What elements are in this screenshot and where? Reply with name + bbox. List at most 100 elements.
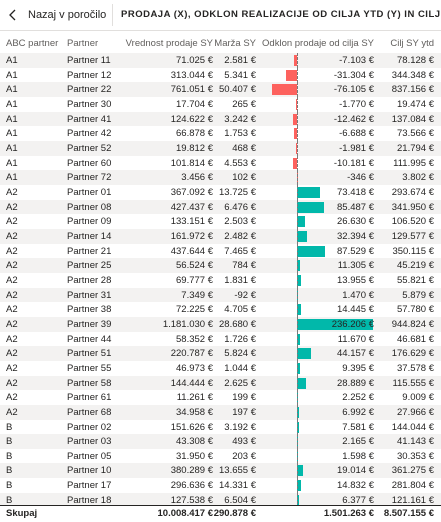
table-cell: 43.308 €	[176, 434, 213, 449]
table-cell: Partner 39	[67, 317, 111, 332]
top-bar: Nazaj v poročilo PRODAJA (X), ODKLON REA…	[0, 0, 441, 31]
table-cell: A2	[6, 361, 18, 376]
table-cell: Partner 21	[67, 244, 111, 259]
table-cell: Partner 72	[67, 170, 111, 185]
table-cell: 380.289 €	[171, 463, 213, 478]
zero-line	[297, 170, 298, 185]
data-bar	[297, 378, 306, 389]
table-cell: A1	[6, 126, 18, 141]
table-cell: 1.726 €	[224, 332, 256, 347]
zero-line	[297, 258, 298, 273]
zero-line	[297, 376, 298, 391]
table-cell: 7.349 €	[181, 288, 213, 303]
table-cell: 14.832 €	[337, 478, 374, 493]
table-cell: 236.206 €	[332, 317, 374, 332]
table-cell: 197 €	[232, 405, 256, 420]
table-cell: 437.644 €	[171, 244, 213, 259]
table-cell: 56.524 €	[176, 258, 213, 273]
zero-line	[297, 332, 298, 347]
table-cell: A2	[6, 200, 18, 215]
table-cell: 5.879 €	[402, 288, 434, 303]
column-header: ABC partner	[6, 36, 58, 52]
table-cell: 31.950 €	[176, 449, 213, 464]
zero-line	[297, 434, 298, 449]
data-bar	[286, 70, 296, 81]
data-bar	[297, 231, 307, 242]
table-cell: 344.348 €	[392, 68, 434, 83]
table-cell: 129.577 €	[392, 229, 434, 244]
zero-line	[297, 141, 298, 156]
table-cell: 73.566 €	[397, 126, 434, 141]
table-cell: -6.688 €	[339, 126, 374, 141]
table-cell: 350.115 €	[392, 244, 434, 259]
table-cell: Partner 42	[67, 126, 111, 141]
back-button[interactable]: Nazaj v poročilo	[6, 4, 106, 26]
separator	[112, 4, 113, 26]
table-cell: 4.553 €	[224, 156, 256, 171]
table-cell: 2.581 €	[224, 53, 256, 68]
table-cell: Partner 25	[67, 258, 111, 273]
table-cell: A1	[6, 97, 18, 112]
table-cell: 7.581 €	[342, 420, 374, 435]
column-header: Cilj SY ytd	[390, 36, 434, 52]
table-cell: Partner 11	[67, 53, 111, 68]
column-header: Marža SY	[214, 36, 256, 52]
table-cell: Partner 09	[67, 214, 111, 229]
data-bar	[272, 84, 297, 95]
table-cell: 46.973 €	[176, 361, 213, 376]
table-cell: 137.084 €	[392, 112, 434, 127]
table-cell: Partner 02	[67, 420, 111, 435]
table-cell: Partner 03	[67, 434, 111, 449]
table-cell: 3.456 €	[181, 170, 213, 185]
table-cell: 3.802 €	[402, 170, 434, 185]
table-cell: A2	[6, 302, 18, 317]
table-cell: Partner 52	[67, 141, 111, 156]
table-cell: 6.377 €	[342, 493, 374, 505]
zero-line	[297, 185, 298, 200]
zero-line	[297, 273, 298, 288]
table-cell: -7.103 €	[339, 53, 374, 68]
table-cell: 367.092 €	[171, 185, 213, 200]
table-cell: 761.051 €	[171, 82, 213, 97]
table-cell: Partner 38	[67, 302, 111, 317]
table-cell: 27.966 €	[397, 405, 434, 420]
table-cell: A1	[6, 68, 18, 83]
table-cell: 19.812 €	[176, 141, 213, 156]
table-cell: 7.465 €	[224, 244, 256, 259]
table-cell: 2.252 €	[342, 390, 374, 405]
table-cell: Partner 51	[67, 346, 111, 361]
zero-line	[297, 317, 298, 332]
table-cell: A2	[6, 229, 18, 244]
table-cell: A1	[6, 82, 18, 97]
table-cell: 161.972 €	[171, 229, 213, 244]
table-cell: 2.165 €	[342, 434, 374, 449]
data-bar	[297, 348, 311, 359]
table-cell: 14.331 €	[219, 478, 256, 493]
table-cell: 11.261 €	[177, 390, 213, 405]
table-cell: Partner 01	[67, 185, 111, 200]
back-label[interactable]: Nazaj v poročilo	[28, 9, 106, 21]
table-cell: A2	[6, 376, 18, 391]
data-bar	[297, 187, 321, 198]
table-cell: A2	[6, 258, 18, 273]
total-cell: 290.878 €	[214, 506, 256, 521]
table-cell: 57.780 €	[397, 302, 434, 317]
table-cell: B	[6, 420, 12, 435]
table-cell: B	[6, 434, 12, 449]
table-cell: 19.474 €	[397, 97, 434, 112]
table-cell: 1.044 €	[224, 361, 256, 376]
table-cell: 176.629 €	[392, 346, 434, 361]
zero-line	[297, 200, 298, 215]
table-cell: A2	[6, 332, 18, 347]
table-cell: -1.770 €	[339, 97, 374, 112]
